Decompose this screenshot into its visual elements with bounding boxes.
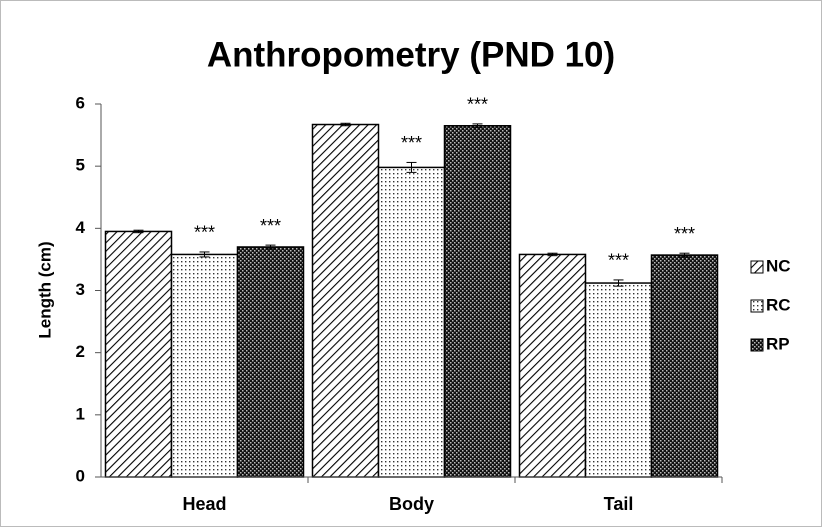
legend-swatch	[750, 299, 764, 313]
legend-label: NC	[766, 256, 791, 275]
chart-title: Anthropometry (PND 10)	[207, 35, 615, 74]
y-tick-label: 2	[76, 342, 85, 361]
x-tick-label: Body	[389, 494, 434, 514]
bar	[104, 230, 173, 478]
bar	[170, 253, 239, 478]
legend-swatch	[750, 338, 764, 352]
legend-label: RP	[766, 334, 790, 353]
bar	[236, 246, 305, 478]
bar	[377, 166, 446, 478]
x-tick-label: Head	[182, 494, 226, 514]
significance-label: ***	[260, 216, 281, 236]
y-tick-label: 3	[76, 280, 85, 299]
legend-swatch	[750, 260, 764, 274]
significance-label: ***	[467, 95, 488, 115]
y-tick-label: 5	[76, 156, 85, 175]
y-tick-label: 6	[76, 93, 85, 112]
y-tick-label: 4	[76, 218, 86, 237]
y-tick-label: 1	[76, 404, 85, 423]
bar	[443, 125, 512, 478]
significance-label: ***	[608, 251, 629, 271]
y-axis-label: Length (cm)	[35, 241, 54, 338]
bar	[518, 253, 587, 478]
bar	[650, 254, 719, 478]
legend-label: RC	[766, 295, 791, 314]
y-tick-label: 0	[76, 466, 85, 485]
significance-label: ***	[194, 223, 215, 243]
significance-label: ***	[674, 224, 695, 244]
x-tick-label: Tail	[604, 494, 634, 514]
bar	[584, 282, 653, 478]
bar	[311, 123, 380, 478]
significance-label: ***	[401, 133, 422, 153]
